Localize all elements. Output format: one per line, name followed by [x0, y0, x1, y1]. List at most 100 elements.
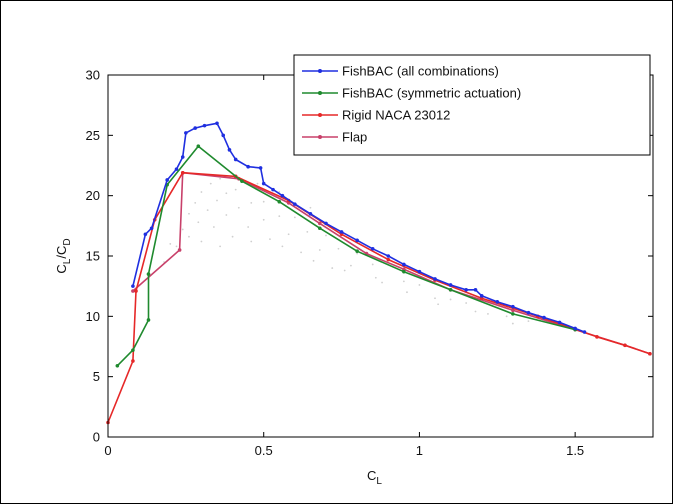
data-point	[233, 157, 238, 162]
y-tick-label: 0	[93, 430, 100, 445]
legend-item-0: FishBAC (all combinations)	[302, 64, 499, 79]
legend-label: FishBAC (all combinations)	[342, 64, 499, 79]
series-1	[115, 144, 577, 368]
background-point	[300, 251, 302, 254]
data-point	[261, 181, 266, 186]
data-point	[317, 226, 322, 231]
data-point	[402, 269, 406, 274]
data-point	[131, 348, 135, 352]
data-point	[317, 221, 322, 226]
data-point	[448, 287, 453, 292]
background-point	[343, 269, 346, 272]
data-point	[433, 277, 437, 281]
data-point	[370, 246, 375, 251]
background-point	[200, 240, 203, 243]
data-point	[240, 179, 244, 183]
series-0	[131, 121, 587, 334]
background-point	[449, 298, 452, 301]
background-point	[309, 206, 312, 209]
background-point	[374, 276, 377, 279]
data-point	[131, 284, 135, 288]
legend-label: Flap	[342, 130, 367, 145]
background-point	[402, 280, 405, 283]
x-tick-label: 1	[416, 443, 423, 458]
y-axis-label: CL/CD	[54, 238, 73, 273]
background-point	[181, 228, 184, 231]
data-point	[511, 308, 515, 313]
background-point	[256, 182, 259, 185]
background-point	[505, 315, 508, 318]
x-tick-label: 1.5	[566, 443, 584, 458]
background-point	[318, 249, 321, 251]
data-point	[623, 343, 627, 348]
data-point	[131, 289, 135, 293]
legend-marker	[318, 113, 322, 117]
background-point	[247, 226, 250, 228]
data-point	[479, 294, 484, 298]
data-point	[308, 211, 313, 216]
data-point	[582, 330, 587, 334]
background-point	[197, 221, 200, 224]
data-point	[557, 320, 562, 325]
background-point	[169, 243, 172, 245]
data-point	[511, 312, 515, 316]
background-point	[306, 230, 309, 233]
background-point	[287, 233, 290, 236]
data-point	[473, 287, 478, 292]
data-point	[648, 351, 652, 356]
background-point	[219, 177, 222, 180]
background-point	[465, 302, 468, 304]
background-point	[437, 303, 440, 306]
data-point	[143, 232, 148, 237]
data-point	[221, 133, 226, 138]
background-point	[188, 235, 190, 238]
background-point	[206, 209, 209, 212]
data-point	[339, 230, 344, 234]
data-point	[246, 164, 250, 169]
data-point	[511, 304, 515, 309]
background-point	[194, 202, 197, 204]
data-point	[227, 148, 232, 152]
legend-item-3: Flap	[302, 130, 367, 145]
background-point	[356, 252, 359, 255]
legend: FishBAC (all combinations) FishBAC (symme…	[293, 54, 651, 156]
x-axis-label: CL	[367, 468, 382, 487]
background-point	[350, 264, 352, 267]
y-tick-label: 30	[86, 68, 100, 83]
data-point	[526, 310, 531, 315]
data-point	[386, 254, 391, 258]
data-point	[180, 155, 185, 159]
background-point	[216, 199, 218, 202]
x-tick-label: 0.5	[255, 443, 273, 458]
data-point	[180, 170, 185, 175]
data-point	[184, 131, 188, 135]
data-point	[174, 167, 179, 171]
background-point	[418, 284, 421, 286]
background-point	[234, 188, 237, 191]
data-point	[202, 123, 207, 128]
legend-box	[293, 54, 651, 156]
background-point	[511, 322, 514, 325]
data-point	[355, 249, 359, 253]
legend-label: FishBAC (symmetric actuation)	[342, 86, 521, 101]
background-point	[225, 214, 228, 216]
data-point	[146, 318, 151, 322]
background-point	[175, 245, 178, 248]
y-tick-label: 5	[93, 369, 100, 384]
legend-item-1: FishBAC (symmetric actuation)	[302, 86, 521, 101]
background-point	[237, 206, 240, 209]
background-point	[269, 238, 271, 241]
data-point	[277, 199, 282, 204]
series-line	[116, 145, 576, 367]
data-point	[271, 187, 275, 192]
data-point	[215, 121, 219, 126]
data-point	[177, 248, 182, 252]
background-point	[250, 240, 253, 243]
data-point	[115, 364, 120, 368]
legend-marker	[318, 69, 322, 73]
background-point	[527, 320, 530, 323]
background-point	[188, 212, 190, 215]
data-point	[196, 144, 201, 148]
background-point	[212, 226, 215, 228]
